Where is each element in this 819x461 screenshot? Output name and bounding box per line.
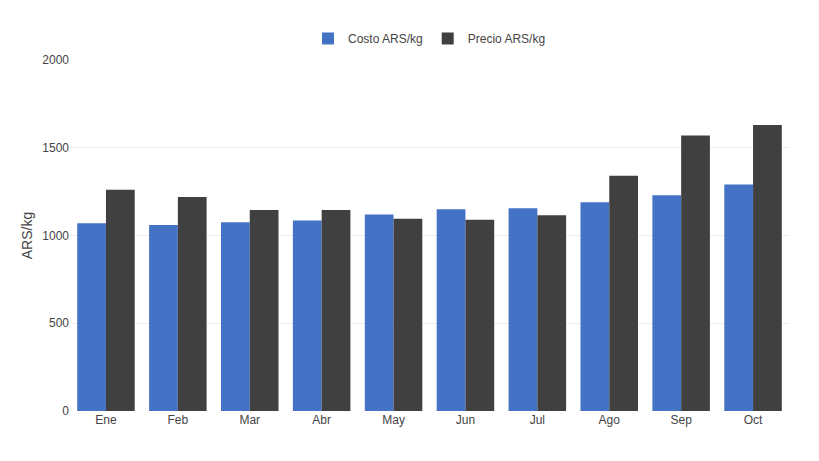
svg-text:0: 0 [62, 404, 69, 418]
svg-text:1500: 1500 [42, 141, 69, 155]
svg-text:Jun: Jun [456, 413, 475, 427]
svg-text:Oct: Oct [744, 413, 763, 427]
svg-text:2000: 2000 [42, 53, 69, 67]
svg-text:1000: 1000 [42, 229, 69, 243]
svg-text:Sep: Sep [670, 413, 692, 427]
svg-text:Precio ARS/kg: Precio ARS/kg [468, 32, 545, 46]
svg-text:Costo ARS/kg: Costo ARS/kg [348, 32, 423, 46]
svg-text:ARS/kg: ARS/kg [19, 212, 35, 259]
svg-text:Ago: Ago [599, 413, 621, 427]
svg-text:Jul: Jul [530, 413, 545, 427]
svg-text:Mar: Mar [239, 413, 260, 427]
svg-text:May: May [382, 413, 405, 427]
svg-text:Feb: Feb [168, 413, 189, 427]
svg-text:500: 500 [49, 316, 69, 330]
svg-text:Ene: Ene [95, 413, 117, 427]
svg-text:Abr: Abr [312, 413, 331, 427]
